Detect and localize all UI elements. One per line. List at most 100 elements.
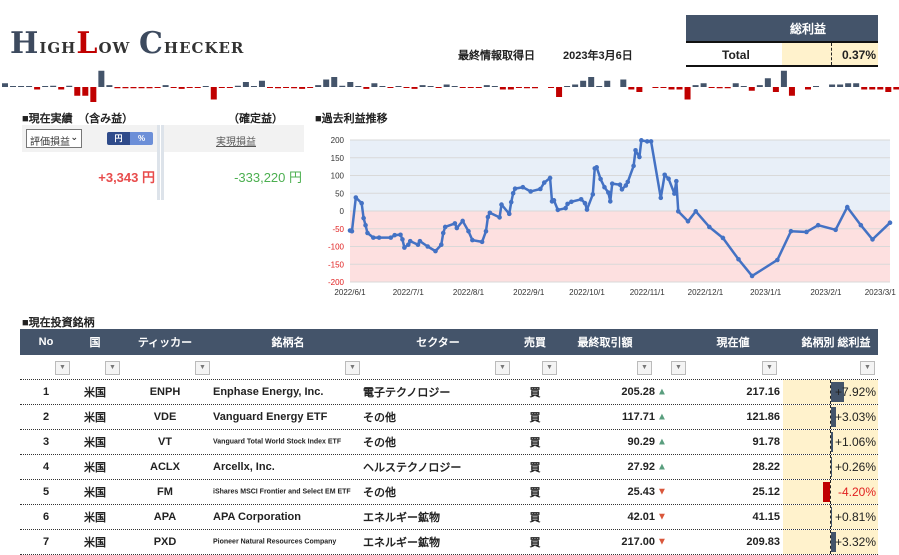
filter-dropdown-button[interactable]: ▼ <box>762 361 777 375</box>
toggle-percent[interactable]: % <box>130 132 153 145</box>
data-point <box>499 202 504 207</box>
app-logo: HighLow Checker <box>10 26 245 61</box>
col-sector[interactable]: セクター <box>416 337 460 349</box>
filter-dropdown-button[interactable]: ▼ <box>860 361 875 375</box>
cell-current-price: 217.16 <box>746 386 780 398</box>
sparkline-bar <box>483 85 490 87</box>
data-point <box>833 227 838 233</box>
data-point <box>506 211 512 217</box>
filter-dropdown-button[interactable]: ▼ <box>55 361 70 375</box>
col-total-profit[interactable]: 銘柄別 総利益 <box>801 337 871 349</box>
data-point <box>415 242 421 248</box>
table-row[interactable]: 7 米国 PXD Pioneer Natural Resources Compa… <box>20 530 878 555</box>
table-row[interactable]: 2 米国 VDE Vanguard Energy ETF その他 買 117.7… <box>20 405 878 430</box>
sparkline-bar <box>596 86 603 87</box>
col-no[interactable]: No <box>38 336 54 348</box>
data-point <box>578 196 584 202</box>
data-point <box>658 195 664 201</box>
data-point <box>452 221 458 226</box>
filter-dropdown-button[interactable]: ▼ <box>105 361 120 375</box>
sparkline-bar <box>146 87 153 89</box>
col-current-price[interactable]: 現在値 <box>716 337 750 349</box>
sparkline-bar <box>130 87 137 89</box>
data-point <box>844 204 850 210</box>
unit-toggle[interactable]: 円 % <box>107 132 153 145</box>
col-side[interactable]: 売買 <box>524 337 546 349</box>
y-tick-label: 200 <box>331 136 345 145</box>
data-point <box>510 190 516 196</box>
sparkline-bar <box>90 87 97 102</box>
sparkline-bar <box>467 87 474 88</box>
sparkline-bar <box>604 80 611 87</box>
table-row[interactable]: 6 米国 APA APA Corporation エネルギー鉱物 買 42.01… <box>20 505 878 530</box>
sparkline-bar <box>242 82 249 87</box>
col-last-price[interactable]: 最終取引額 <box>577 337 633 349</box>
sparkline-bar <box>772 87 779 92</box>
performance-panel: 評価損益 ⌄ 円 % 実現損益 +3,343 円 -333,220 円 <box>22 125 304 200</box>
data-point <box>541 180 547 185</box>
total-value: 0.37% <box>841 48 876 62</box>
data-point <box>602 184 607 190</box>
sparkline-bar <box>162 85 169 87</box>
data-point <box>388 235 394 240</box>
x-tick-label: 2023/3/1 <box>865 288 897 297</box>
table-row[interactable]: 4 米国 ACLX Arcellx, Inc. ヘルステクノロジー 買 27.9… <box>20 455 878 480</box>
data-point <box>353 195 359 200</box>
data-point <box>365 230 370 236</box>
cell-sector: その他 <box>363 412 396 424</box>
sparkline-bar <box>403 87 410 88</box>
filter-dropdown-button[interactable]: ▼ <box>637 361 652 375</box>
data-point <box>470 237 475 243</box>
x-tick-label: 2022/12/1 <box>688 288 724 297</box>
sparkline-bar <box>628 87 635 90</box>
performance-title: ■現在実績 （含み益） <box>22 113 134 125</box>
toggle-yen[interactable]: 円 <box>107 132 130 145</box>
col-name[interactable]: 銘柄名 <box>271 337 305 349</box>
data-point <box>433 248 438 254</box>
cell-no: 4 <box>42 461 50 473</box>
col-country[interactable]: 国 <box>89 337 101 349</box>
table-row[interactable]: 5 米国 FM iShares MSCI Frontier and Select… <box>20 480 878 505</box>
chart-title: ■過去利益推移 <box>315 113 388 125</box>
filter-dropdown-button[interactable]: ▼ <box>671 361 686 375</box>
table-header: No 国 ティッカー 銘柄名 セクター 売買 最終取引額 現在値 銘柄別 総利益 <box>20 329 878 355</box>
cell-sector: 電子テクノロジー <box>363 387 451 399</box>
filter-dropdown-button[interactable]: ▼ <box>495 361 510 375</box>
filter-row: ▼ ▼ ▼ ▼ ▼ ▼ ▼ ▼ ▼ ▼ <box>20 355 878 380</box>
sparkline-bar <box>837 84 844 87</box>
sparkline-bar <box>788 87 795 96</box>
filter-dropdown-button[interactable]: ▼ <box>195 361 210 375</box>
data-point <box>405 242 411 248</box>
cell-side: 買 <box>529 537 541 549</box>
data-point <box>520 184 526 190</box>
cell-country: 米国 <box>84 387 106 399</box>
cell-sector: エネルギー鉱物 <box>363 537 440 549</box>
table-row[interactable]: 1 米国 ENPH Enphase Energy, Inc. 電子テクノロジー … <box>20 380 878 405</box>
filter-dropdown-button[interactable]: ▼ <box>542 361 557 375</box>
sparkline-bar <box>74 87 81 96</box>
sparkline-bar <box>499 87 506 90</box>
col-ticker[interactable]: ティッカー <box>137 337 193 349</box>
data-point <box>563 205 568 211</box>
data-point <box>720 235 726 241</box>
data-point <box>788 228 794 234</box>
sparkline-bar <box>780 70 787 87</box>
sparkline-bar <box>82 87 89 96</box>
data-point <box>361 215 366 221</box>
realized-label[interactable]: 実現損益 <box>216 137 256 148</box>
y-tick-label: -200 <box>328 278 345 287</box>
metric-select-value: 評価損益 <box>30 137 70 148</box>
sparkline-bar <box>443 84 450 87</box>
holdings-title: ■現在投資銘柄 <box>22 317 95 329</box>
sparkline-bar <box>395 86 402 87</box>
filter-dropdown-button[interactable]: ▼ <box>345 361 360 375</box>
metric-select[interactable]: 評価損益 ⌄ <box>26 129 82 148</box>
sparkline-bar <box>861 87 868 90</box>
data-point <box>551 198 557 203</box>
data-point <box>644 139 650 144</box>
sparkline-bar <box>138 87 145 89</box>
x-tick-label: 2022/8/1 <box>453 288 485 297</box>
sparkline-bar <box>732 83 739 87</box>
table-row[interactable]: 3 米国 VT Vanguard Total World Stock Index… <box>20 430 878 455</box>
